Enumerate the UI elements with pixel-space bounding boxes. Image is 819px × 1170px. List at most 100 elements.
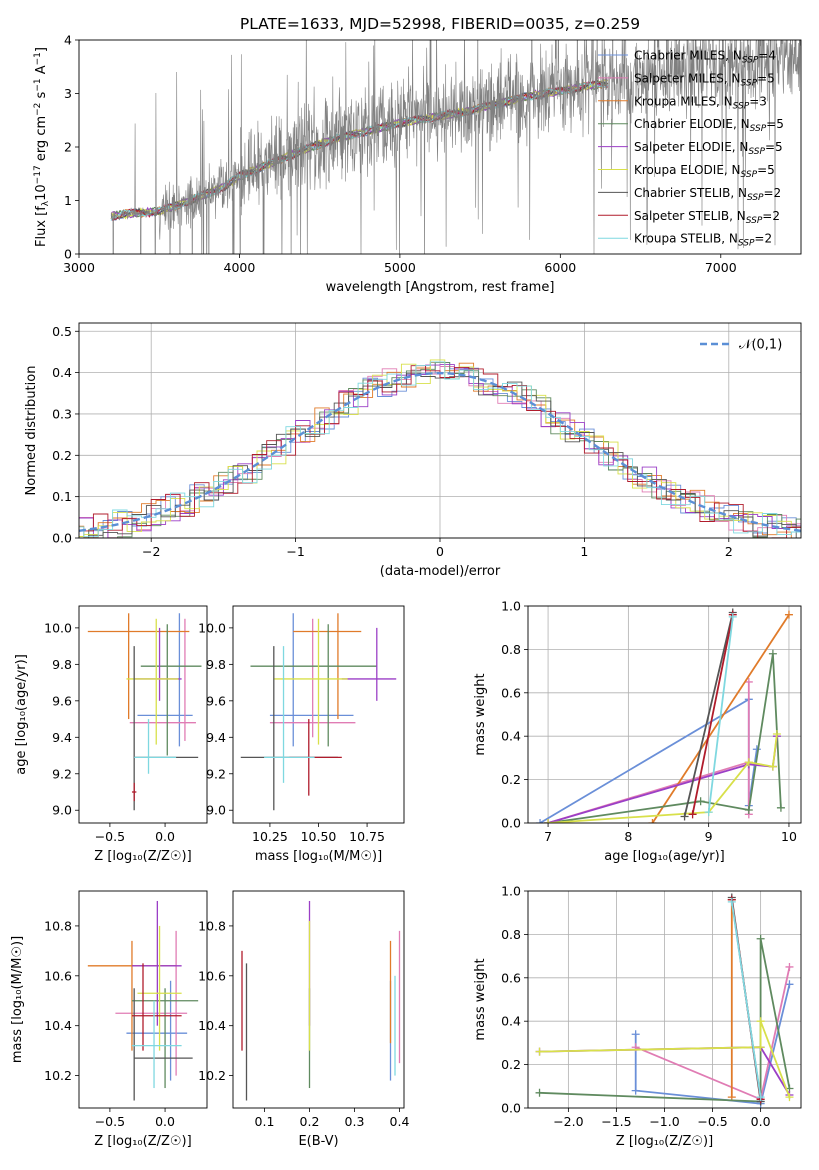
x-tick-label: −0.5 <box>95 829 125 844</box>
y-tick-label: 10.4 <box>198 1018 226 1033</box>
x-tick-label: 0.4 <box>390 1114 410 1129</box>
legend-sub: SSP <box>748 147 765 157</box>
x-tick-label: 3000 <box>63 260 95 275</box>
weight-marker <box>544 819 553 823</box>
legend-label-8: Kroupa STELIB, NSSP=2 <box>634 232 772 249</box>
y-tick-label: 0.2 <box>501 772 521 787</box>
plot-area <box>240 613 397 811</box>
x-tick-label: −2.0 <box>553 1114 583 1129</box>
x-tick-label: 9 <box>705 829 713 844</box>
weight-marker <box>696 797 705 806</box>
y-tick-label: 0.3 <box>52 406 72 421</box>
y-axis-label-part: −1 <box>33 52 43 65</box>
y-tick-label: 0.4 <box>501 1014 521 1029</box>
x-tick-label: 0.3 <box>345 1114 365 1129</box>
x-tick-label: 7 <box>544 829 552 844</box>
axes-frame <box>527 605 802 824</box>
weight-marker <box>756 1043 765 1052</box>
x-tick-label: 8 <box>624 829 632 844</box>
y-tick-label: 0.0 <box>52 531 72 546</box>
weight-marker <box>727 897 736 906</box>
weight-line-6 <box>683 612 734 817</box>
y-tick-label: 0.0 <box>501 1101 521 1116</box>
weight-marker <box>784 610 793 619</box>
legend-text: Salpeter STELIB, N <box>634 209 746 223</box>
figure-title: PLATE=1633, MJD=52998, FIBERID=0035, z=0… <box>240 15 640 33</box>
weight-marker <box>728 612 737 621</box>
legend-text: Chabrier STELIB, N <box>634 186 747 200</box>
y-axis-label-part: −17 <box>33 165 43 184</box>
y-axis-label: Flux [fλ10−17 erg cm−2 s−1 A−1] <box>33 47 51 247</box>
y-tick-label: 9.8 <box>206 657 226 672</box>
x-tick-label: 10 <box>781 829 797 844</box>
observed-spectrum <box>110 40 801 254</box>
legend-count: =2 <box>762 209 780 223</box>
weight-marker <box>631 1086 640 1095</box>
weight-line-7 <box>691 614 734 815</box>
weight-marker <box>772 730 781 739</box>
legend-text: Salpeter MILES, N <box>634 71 741 85</box>
y-tick-label: 10.6 <box>198 968 226 983</box>
y-tick-label: 9.4 <box>206 730 226 745</box>
x-tick-label: −1.0 <box>649 1114 679 1129</box>
panel-massweight-vs-age: 7 8 9 10 0.0 0.2 0.4 0.6 0.8 1.0 age [log₁₀(age/yr… <box>473 599 802 864</box>
panel-massweight-vs-Z: −2.0 −1.5 −1.0 −0.5 0.0 0.0 0.2 0.4 0.6 0.8 1.0 Z [… <box>473 884 802 1149</box>
y-tick-label: 10.6 <box>44 968 72 983</box>
weight-line-8 <box>730 901 762 1098</box>
y-tick-label: 0.1 <box>52 489 72 504</box>
x-tick-label: −0.5 <box>697 1114 727 1129</box>
panel-residuals: −2 −1 0 1 2 0.0 0.1 0.2 0.3 0.4 0.5 (data-model)/er… <box>24 322 802 579</box>
legend-label-3: Chabrier ELODIE, NSSP=5 <box>634 117 784 134</box>
y-tick-label: 9.6 <box>206 693 226 708</box>
y-tick-label: 10.8 <box>198 918 226 933</box>
legend-count: =5 <box>757 71 775 85</box>
legend-count: =5 <box>765 140 783 154</box>
y-tick-label: 10.8 <box>44 918 72 933</box>
weight-marker <box>768 649 777 658</box>
x-axis-label: Z [log₁₀(Z/Z☉)] <box>616 1134 713 1149</box>
x-tick-label: 6000 <box>544 260 576 275</box>
panel-age-vs-mass: 10.25 10.50 10.75 9.0 9.2 9.4 9.6 9.8 10.0 mass [… <box>198 605 405 864</box>
y-tick-label: 0.8 <box>501 927 521 942</box>
x-axis-label: mass [log₁₀(M/M☉)] <box>255 849 382 864</box>
legend: Chabrier MILES, N SSP =4 Salpeter MILES, N S… <box>598 49 784 249</box>
normal-curve <box>79 371 801 532</box>
legend-text: Salpeter ELODIE, N <box>634 140 748 154</box>
x-tick-label: 0.0 <box>751 1114 771 1129</box>
weight-marker <box>536 819 545 823</box>
x-tick-label: 0.0 <box>155 829 175 844</box>
y-axis-label: age [log₁₀(age/yr)] <box>14 654 29 775</box>
legend-label-5: Kroupa ELODIE, NSSP=5 <box>634 163 775 180</box>
x-axis-label: E(B-V) <box>298 1134 338 1149</box>
y-tick-label: 0.8 <box>501 642 521 657</box>
axes-frame <box>78 605 208 824</box>
plot-area <box>535 893 794 1108</box>
axes-frame <box>232 605 405 824</box>
legend-count: =2 <box>764 186 782 200</box>
legend-count: =4 <box>758 49 776 63</box>
y-tick-label: 4 <box>64 33 72 48</box>
weight-marker <box>756 1017 765 1026</box>
y-axis-label-part: λ <box>41 200 51 206</box>
panel-mass-vs-EBV: 0.1 0.2 0.3 0.4 10.2 10.4 10.6 10.8 E(B-V) <box>198 890 410 1149</box>
weight-marker <box>744 677 753 686</box>
y-tick-label: 1.0 <box>501 599 521 614</box>
legend-count: =5 <box>766 117 784 131</box>
y-tick-label: 0.4 <box>52 365 72 380</box>
plot-area <box>110 40 801 254</box>
y-tick-label: 10.4 <box>44 1018 72 1033</box>
panel-age-vs-Z: −0.5 0.0 9.0 9.2 9.4 9.6 9.8 10.0 Z [log₁₀(Z/Z☉)… <box>14 605 208 864</box>
x-axis-label: Z [log₁₀(Z/Z☉)] <box>94 849 191 864</box>
x-tick-label: 0.0 <box>155 1114 175 1129</box>
x-tick-label: 5000 <box>384 260 416 275</box>
y-tick-label: 0.6 <box>501 685 521 700</box>
y-tick-label: 10.2 <box>198 1068 226 1083</box>
weight-marker <box>535 1088 544 1097</box>
weight-marker <box>785 980 794 989</box>
weight-marker <box>744 758 753 767</box>
y-axis-label-part: −2 <box>33 103 43 116</box>
weight-marker <box>648 819 657 823</box>
y-tick-label: 9.8 <box>52 657 72 672</box>
model-line-0 <box>110 79 609 221</box>
legend-text: Chabrier MILES, N <box>634 49 742 63</box>
